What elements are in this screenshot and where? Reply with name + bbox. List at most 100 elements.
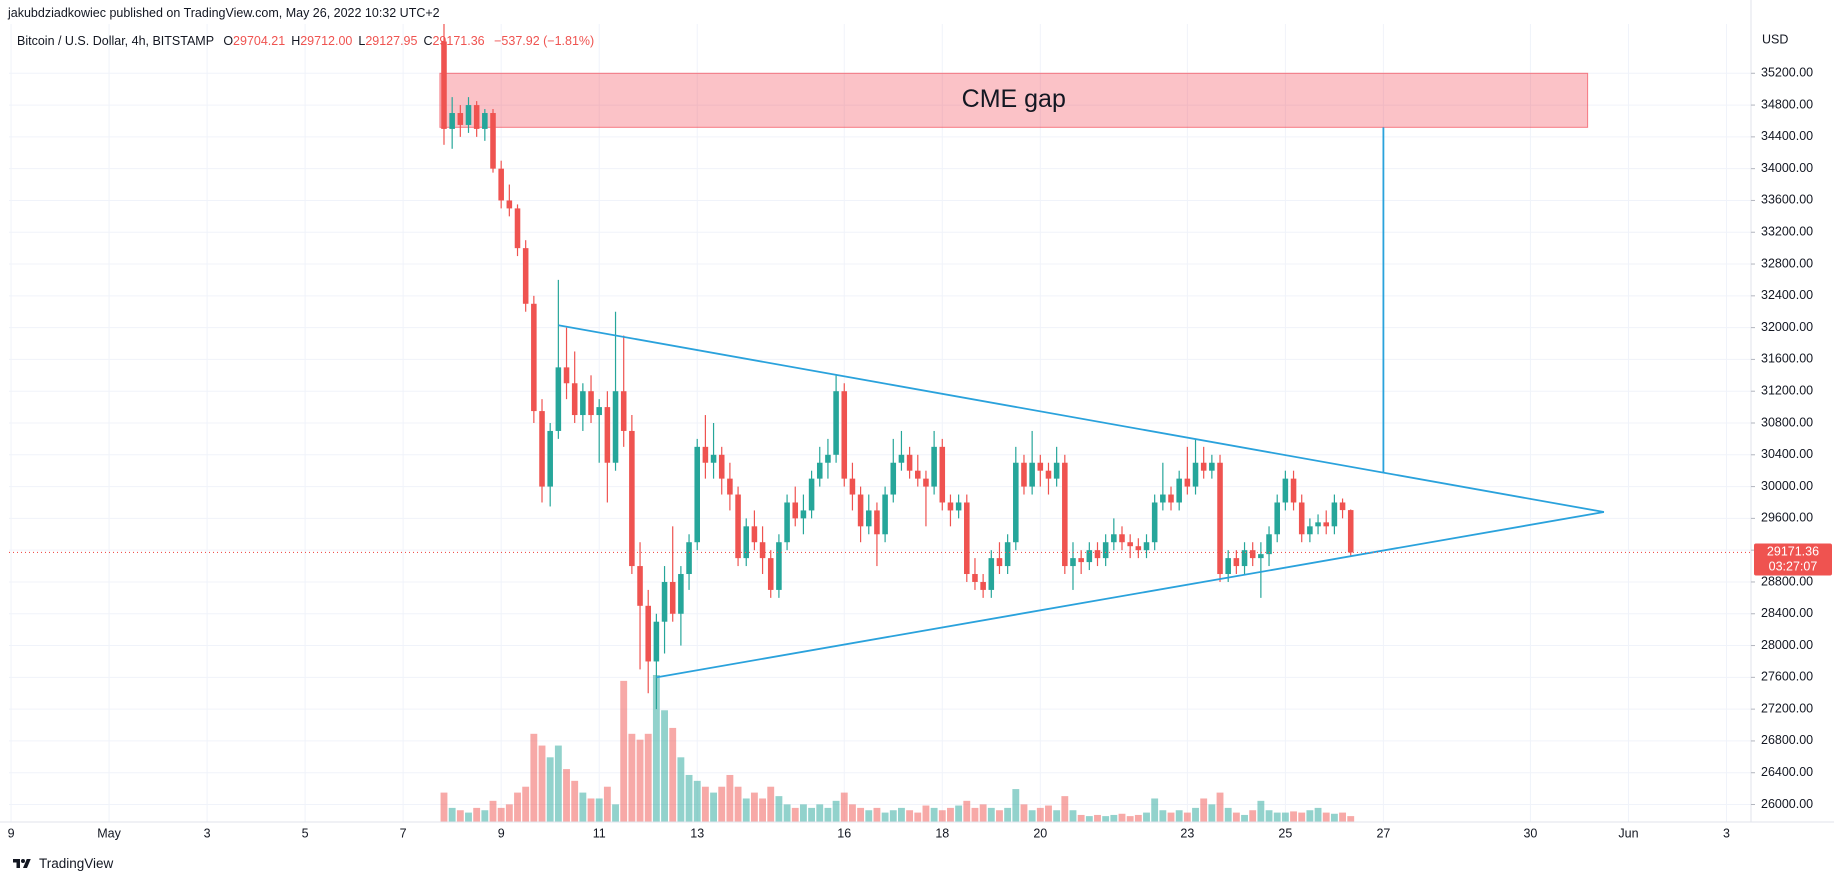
volume-bar <box>579 792 587 822</box>
volume-bar <box>1339 812 1346 822</box>
candle-body <box>637 566 643 606</box>
volume-bar <box>644 733 652 822</box>
candle-body <box>841 391 848 479</box>
y-tick-label: 28400.00 <box>1761 606 1813 620</box>
candle-body <box>547 430 553 487</box>
volume-bar <box>996 810 1003 822</box>
candle-body <box>1013 462 1019 543</box>
y-tick-label: 32800.00 <box>1761 256 1813 270</box>
volume-bar <box>489 800 497 822</box>
volume-bar <box>628 733 636 822</box>
x-tick-label: 3 <box>204 826 211 840</box>
candle-body <box>588 391 594 416</box>
candle-body <box>915 470 921 479</box>
candle-body <box>735 494 741 559</box>
candle-body <box>718 454 725 479</box>
candle-body <box>955 502 962 511</box>
volume-bar <box>848 804 856 822</box>
volume-bar <box>465 812 472 822</box>
volume-bar <box>1004 807 1012 822</box>
volume-bar <box>889 810 897 822</box>
volume-bar <box>1012 789 1020 822</box>
volume-bar <box>930 807 938 822</box>
candle-body <box>1184 478 1191 487</box>
ohlc-key: O <box>223 34 234 48</box>
candle-body <box>784 502 790 543</box>
candle-body <box>988 558 995 590</box>
volume-bar <box>816 804 824 822</box>
y-tick-label: 34000.00 <box>1761 161 1813 175</box>
candle-body <box>1282 478 1289 503</box>
volume-bar <box>1045 805 1052 822</box>
ohlc-value: 29171.36 <box>432 34 485 48</box>
volume-bar <box>1257 800 1265 822</box>
candle-body <box>531 303 537 412</box>
volume-bar <box>775 796 783 822</box>
candle-body <box>498 168 504 201</box>
price-tag-label: 29171.36 <box>1767 545 1819 559</box>
volume-bar <box>1094 814 1101 822</box>
y-tick-label: 28800.00 <box>1761 574 1813 588</box>
candle-body <box>1160 494 1166 503</box>
candle-body <box>808 478 815 511</box>
candle-body <box>686 542 692 575</box>
price-tag <box>1754 543 1832 576</box>
volume-bar <box>914 812 922 822</box>
volume-bar <box>669 727 677 822</box>
volume-bar <box>1134 814 1142 822</box>
volume-bar <box>481 810 489 822</box>
trend-line <box>558 324 1605 513</box>
candle-body <box>1135 546 1142 551</box>
x-tick-label: 7 <box>400 826 407 840</box>
volume-bar <box>1110 814 1118 822</box>
volume-bar <box>710 792 717 822</box>
axis-unit: USD <box>1762 32 1788 46</box>
volume-bar <box>1028 810 1036 822</box>
volume-bar <box>955 805 963 822</box>
ohlc: O29704.21 H29712.00 L29127.95 C29171.36 <box>217 34 484 48</box>
volume-bar <box>505 804 513 822</box>
candle-body <box>604 407 611 463</box>
candle-body <box>1127 542 1133 547</box>
candle-body <box>580 391 586 416</box>
change: −537.92 (−1.81%) <box>494 34 595 48</box>
candle-body <box>653 621 660 662</box>
volume-bar <box>554 745 562 822</box>
volume-bar <box>571 780 579 822</box>
volume-bar <box>456 810 464 822</box>
y-tick-label: 29600.00 <box>1761 511 1813 525</box>
candle-body <box>1241 550 1248 567</box>
volume-bar <box>546 757 554 822</box>
candle-body <box>776 542 782 590</box>
y-tick-label: 30000.00 <box>1761 479 1813 493</box>
volume-bar <box>783 804 791 822</box>
volume-bar <box>1290 811 1297 822</box>
candle-body <box>1143 542 1150 551</box>
volume-bar <box>1159 810 1167 822</box>
candle-body <box>1086 550 1093 563</box>
volume-bar <box>922 805 930 822</box>
volume-bar <box>1322 812 1330 822</box>
candle-body <box>571 383 578 416</box>
candle-body <box>694 446 701 543</box>
candle-body <box>629 430 635 567</box>
ohlc-value: 29704.21 <box>233 34 286 48</box>
x-tick-label: May <box>97 826 121 840</box>
candle-body <box>800 510 807 519</box>
candle-body <box>743 526 750 559</box>
volume-bar <box>750 792 758 822</box>
candle-body <box>661 581 668 622</box>
candle-body <box>1094 550 1101 559</box>
trend-line <box>656 511 1605 679</box>
candle-body <box>645 605 651 662</box>
cme-gap-zone <box>439 72 1589 128</box>
candle-body <box>1062 462 1068 567</box>
candle-body <box>1233 558 1240 567</box>
volume-bar <box>1143 812 1150 822</box>
axes: 26000.00 26400.00 26800.00 27200.00 27600.00… <box>8 66 1832 840</box>
candle-body <box>1258 554 1264 559</box>
volume-bar <box>979 804 987 822</box>
volume-bar <box>1167 812 1175 822</box>
y-tick-label: 32400.00 <box>1761 288 1813 302</box>
countdown: 03:27:07 <box>1769 560 1818 574</box>
